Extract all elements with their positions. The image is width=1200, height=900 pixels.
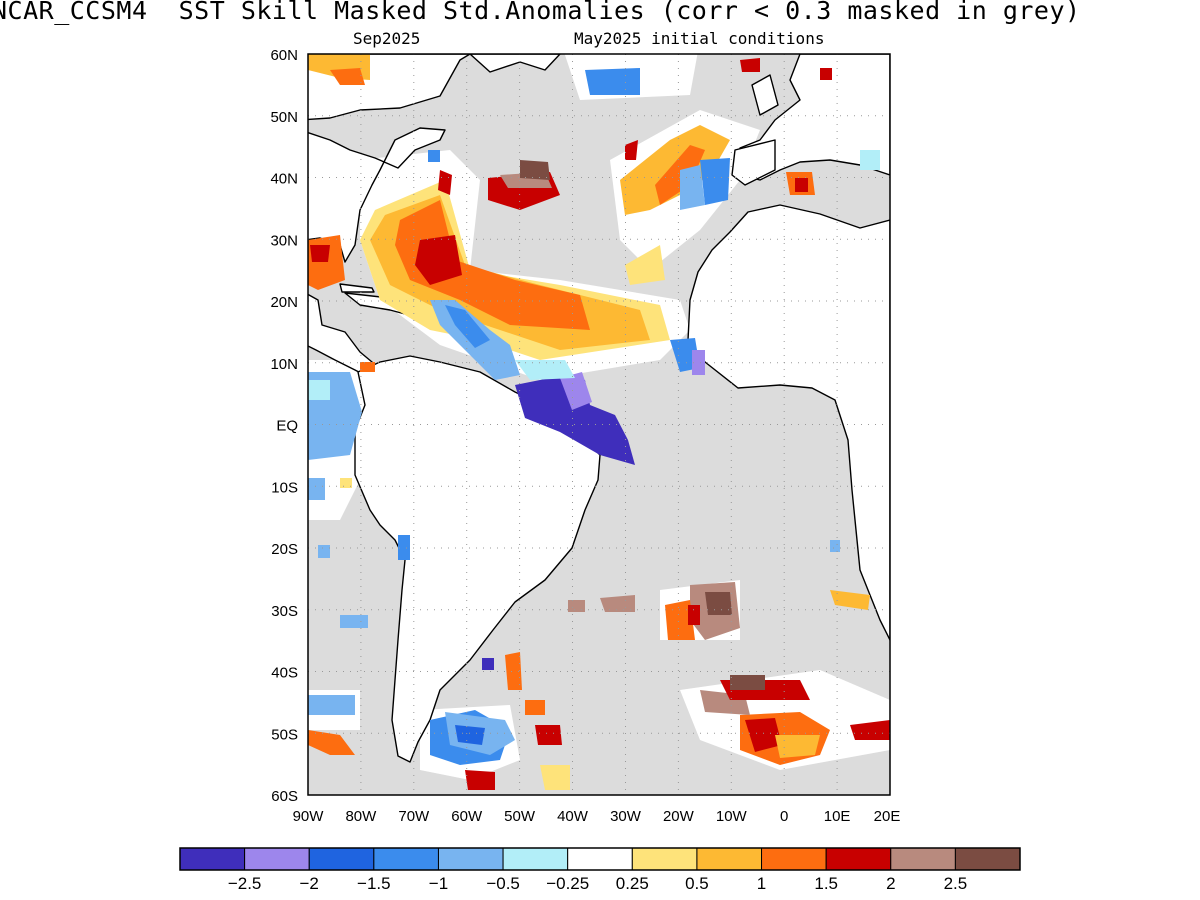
lat-tick-label: 30N (270, 232, 298, 249)
colorbar-label: −1.5 (357, 874, 391, 893)
lat-tick-label: 10S (271, 479, 298, 496)
valid-month-label: Sep2025 (353, 29, 421, 48)
colorbar-swatch (244, 847, 310, 871)
colorbar-label: 1 (757, 874, 766, 893)
colorbar-frame (179, 847, 1021, 871)
colorbar-label: −0.5 (486, 874, 520, 893)
colorbar-label: −2 (300, 874, 319, 893)
africa-land (687, 204, 890, 641)
lon-tick-label: 40W (557, 808, 589, 825)
lat-tick-label: 40S (271, 665, 298, 682)
lat-tick-label: 50S (271, 726, 298, 743)
latitude-axis: 60N 50N 40N 30N 20N 10N EQ 10S 20S 30S 4… (270, 47, 298, 805)
colorbar-swatches (179, 847, 1021, 871)
colorbar-label: 2 (886, 874, 895, 893)
colorbar-swatch (696, 847, 763, 871)
lon-tick-label: 20E (874, 808, 901, 825)
map-frame (307, 53, 891, 796)
lon-tick-label: 60W (451, 808, 483, 825)
greenland-land (469, 54, 561, 73)
negative-anomaly-regions (308, 68, 880, 765)
lat-tick-label: 20S (271, 541, 298, 558)
lat-tick-label: 30S (271, 603, 298, 620)
land-masses (308, 54, 890, 763)
colorbar-label: 2.5 (944, 874, 968, 893)
lon-tick-label: 80W (345, 808, 377, 825)
colorbar-label: 0.5 (685, 874, 709, 893)
colorbar-swatch (373, 847, 439, 871)
chart-title: NCAR_CCSM4 SST Skill Masked Std.Anomalie… (0, 0, 1081, 25)
lat-tick-label: 20N (270, 294, 298, 311)
lon-tick-label: 10E (824, 808, 851, 825)
lat-tick-label: 40N (270, 171, 298, 188)
colorbar-swatch (502, 847, 569, 871)
colorbar-label: −0.25 (546, 874, 589, 893)
lat-tick-label: 60N (270, 47, 298, 64)
lat-tick-label: 50N (270, 109, 298, 126)
lat-tick-label: 60S (271, 788, 298, 805)
lon-tick-label: 20W (663, 808, 695, 825)
colorbar-swatch (308, 847, 375, 871)
lat-tick-label: EQ (276, 418, 298, 435)
lon-tick-label: 10W (716, 808, 748, 825)
longitude-axis: 90W 80W 70W 60W 50W 40W 30W 20W 10W 0 10… (293, 808, 901, 825)
colorbar-label: −2.5 (228, 874, 262, 893)
colorbar-swatch (825, 847, 892, 871)
initial-conditions-label: May2025 initial conditions (574, 29, 825, 48)
lon-tick-label: 50W (504, 808, 536, 825)
colorbar-label: −1 (429, 874, 448, 893)
colorbar-swatch (954, 847, 1021, 871)
lat-tick-label: 10N (270, 356, 298, 373)
cuba-island (339, 283, 375, 293)
lon-tick-label: 70W (398, 808, 430, 825)
colorbar: −2.5 −2 −1.5 −1 −0.5 −0.25 0.25 0.5 1 1.… (179, 847, 1021, 893)
lon-tick-label: 90W (293, 808, 325, 825)
map-panel (308, 54, 890, 795)
lon-tick-label: 0 (780, 808, 788, 825)
colorbar-swatch (631, 847, 698, 871)
colorbar-label: 1.5 (814, 874, 838, 893)
colorbar-labels: −2.5 −2 −1.5 −1 −0.5 −0.25 0.25 0.5 1 1.… (228, 874, 967, 893)
british-isles (751, 74, 779, 116)
colorbar-swatch (761, 847, 827, 871)
colorbar-swatch (890, 847, 956, 871)
colorbar-label: 0.25 (616, 874, 649, 893)
iberian-peninsula (731, 139, 776, 186)
lon-tick-label: 30W (610, 808, 642, 825)
colorbar-swatch (437, 847, 504, 871)
colorbar-swatch (567, 847, 633, 871)
colorbar-swatch (179, 847, 246, 871)
